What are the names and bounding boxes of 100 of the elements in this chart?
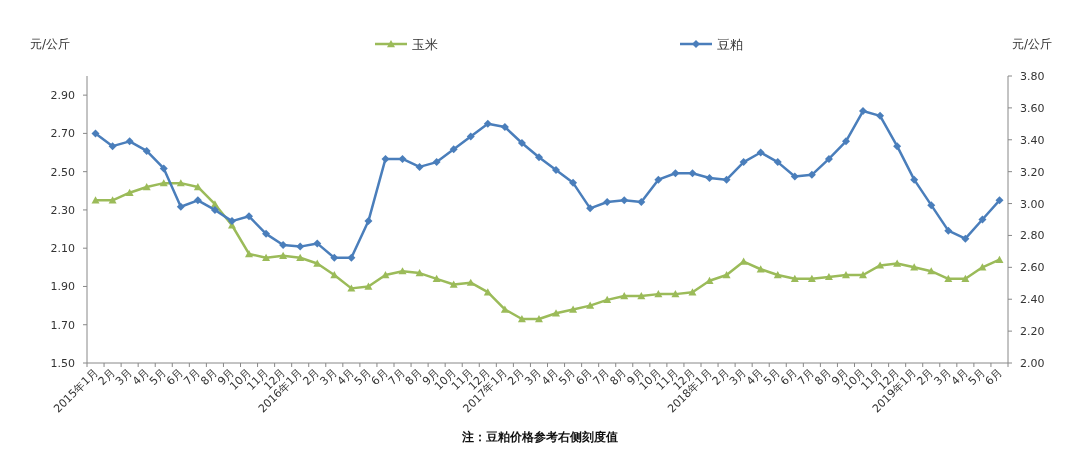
point: [500, 305, 509, 313]
point: [790, 172, 799, 181]
point: [245, 249, 254, 258]
point: [841, 137, 850, 146]
point: [654, 175, 663, 184]
point: [995, 255, 1004, 263]
point: [296, 242, 305, 251]
point: [807, 170, 816, 179]
point: [841, 270, 850, 279]
point: [807, 274, 816, 283]
point: [245, 212, 254, 221]
y2-tick-label: 2.20: [1020, 325, 1045, 339]
point: [91, 129, 100, 138]
y-tick-label: 2.50: [50, 165, 75, 179]
point: [330, 253, 339, 262]
point: [142, 146, 151, 155]
point: [739, 257, 748, 265]
point: [381, 270, 390, 279]
point: [637, 292, 646, 300]
point: [705, 174, 714, 183]
point: [347, 284, 356, 292]
point: [569, 305, 578, 313]
point: [279, 251, 288, 260]
point: [859, 270, 868, 279]
point: [893, 142, 902, 151]
point: [534, 153, 543, 162]
point: [432, 274, 441, 283]
point: [262, 253, 271, 261]
point: [620, 292, 629, 300]
y2-tick-label: 2.80: [1020, 229, 1045, 243]
point: [483, 119, 492, 128]
point: [159, 164, 168, 173]
point: [978, 215, 987, 224]
point: [193, 182, 202, 191]
point: [449, 145, 458, 154]
point: [432, 158, 441, 167]
y2-tick-label: 3.20: [1020, 165, 1045, 179]
point: [790, 274, 799, 283]
legend-label: 玉米: [412, 37, 438, 52]
point: [313, 239, 322, 248]
y2-tick-label: 2.40: [1020, 293, 1045, 307]
point: [944, 274, 953, 283]
point: [876, 261, 885, 269]
point: [381, 154, 390, 163]
point: [603, 295, 612, 304]
point: [603, 197, 612, 206]
point: [483, 288, 492, 296]
y-axis-title: 元/公斤: [30, 37, 71, 51]
point: [910, 175, 919, 184]
point: [262, 229, 271, 238]
point: [466, 278, 475, 286]
point: [773, 270, 782, 279]
y-tick-label: 1.70: [50, 318, 75, 332]
y2-tick-label: 2.60: [1020, 261, 1045, 275]
point: [978, 263, 987, 271]
point: [227, 217, 236, 226]
point: [927, 201, 936, 210]
y-tick-label: 2.90: [50, 89, 75, 103]
y2-tick-label: 3.60: [1020, 101, 1045, 115]
point: [517, 138, 526, 147]
y-tick-label: 2.10: [50, 242, 75, 256]
y-tick-label: 1.50: [50, 357, 75, 370]
y2-tick-label: 3.40: [1020, 133, 1045, 147]
point: [756, 148, 765, 157]
point: [705, 276, 714, 284]
point: [876, 111, 885, 120]
point: [654, 290, 663, 298]
point: [620, 196, 629, 205]
y-tick-label: 2.70: [50, 127, 75, 141]
point: [569, 178, 578, 187]
point: [91, 196, 100, 204]
point: [995, 196, 1004, 205]
text: 注：豆粕价格参考右侧刻度值: [461, 430, 618, 444]
y2-tick-label: 3.00: [1020, 197, 1045, 211]
point: [176, 179, 185, 187]
point: [824, 272, 833, 281]
point: [466, 132, 475, 141]
point: [961, 274, 970, 283]
point: [142, 182, 151, 191]
point: [552, 166, 561, 175]
point: [722, 175, 731, 184]
point: [159, 179, 168, 187]
point: [586, 301, 595, 309]
point: [364, 282, 373, 290]
y2-tick-label: 2.00: [1020, 357, 1045, 370]
point: [586, 204, 595, 213]
legend-label: 豆粕: [717, 37, 743, 52]
y2-tick-label: 3.80: [1020, 70, 1045, 83]
point: [108, 142, 117, 151]
point: [961, 234, 970, 243]
y2-axis-title: 元/公斤: [1011, 37, 1052, 51]
y-tick-label: 2.30: [50, 203, 75, 217]
point: [671, 169, 680, 178]
point: [125, 188, 134, 196]
point: [125, 137, 134, 146]
point: [534, 314, 543, 323]
point: [193, 196, 202, 205]
y-tick-label: 1.90: [50, 280, 75, 294]
point: [296, 253, 305, 261]
point: [722, 270, 731, 279]
